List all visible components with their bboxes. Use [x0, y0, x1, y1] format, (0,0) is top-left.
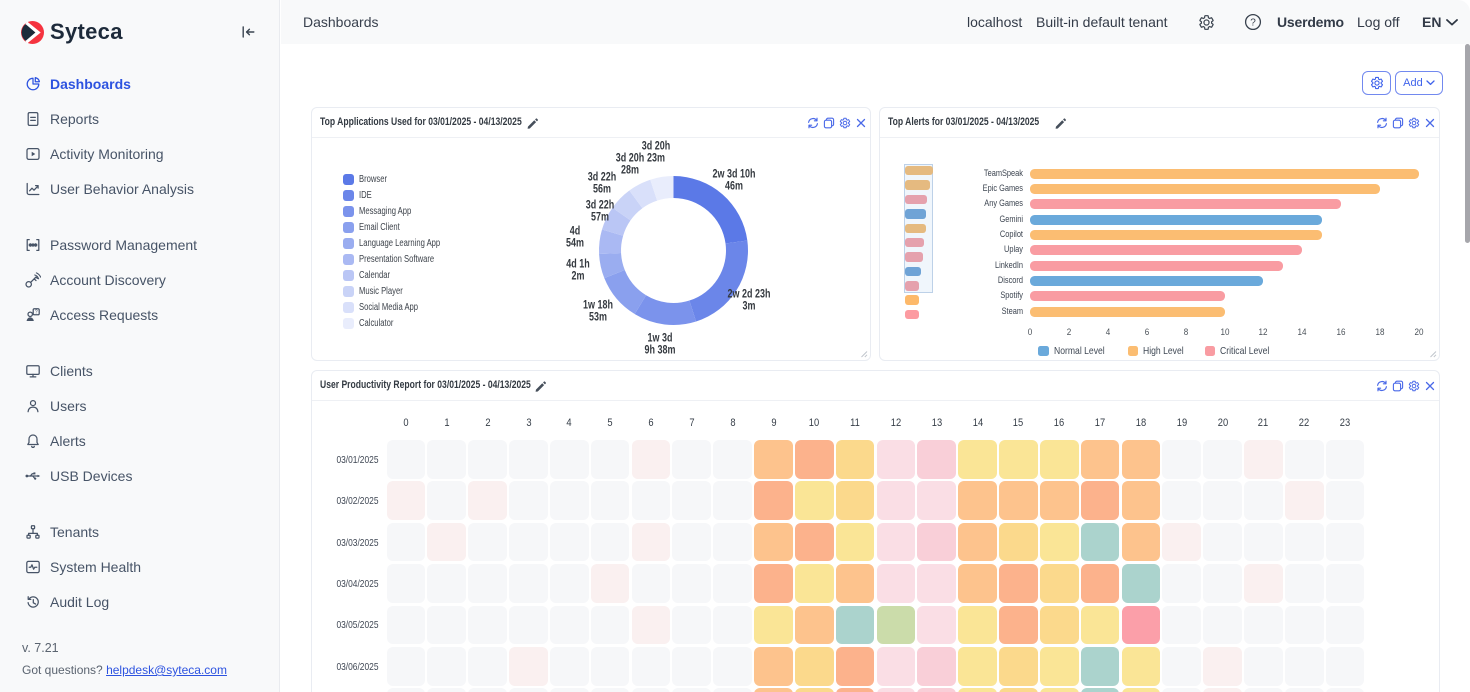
svg-text:?: ?: [35, 309, 38, 315]
svg-text:?: ?: [1250, 17, 1256, 28]
